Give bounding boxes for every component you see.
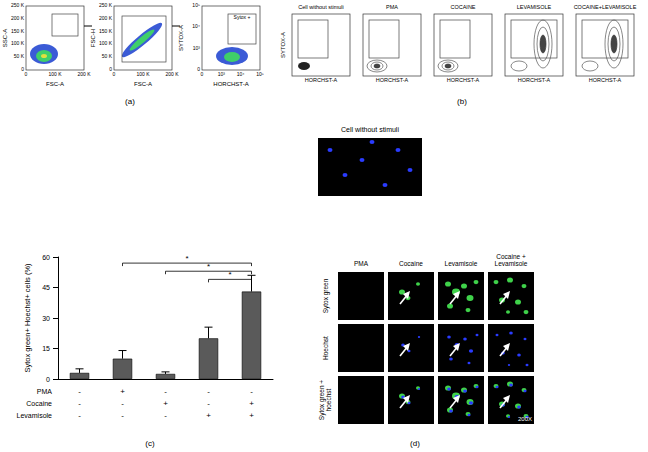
html-text:10⁵: 10⁵ [192,2,200,9]
html-text:Sytox +: Sytox + [233,14,251,21]
svg-text:*: * [207,262,210,271]
html-text:(d): (d) [410,438,420,448]
svg-text:-: - [207,387,210,396]
html-text:SSC-A: SSC-A [1,28,8,48]
svg-text:+: + [120,387,125,396]
svg-text:Levamisole: Levamisole [17,412,53,419]
svg-text:-: - [207,399,210,408]
html-text:Levamisole: Levamisole [444,260,478,268]
svg-text:-: - [121,411,124,420]
html-text:250 K: 250 K [10,2,24,9]
svg-text:+: + [249,411,254,420]
svg-text:Sytox green+ Hoechst+ cells (%: Sytox green+ Hoechst+ cells (%) [23,263,32,373]
html-text:150 K: 150 K [10,28,24,34]
html-text:0: 0 [200,71,204,77]
html-text:Sytox green + hoechst: Sytox green + hoechst [318,379,332,421]
html-text:FSC-A: FSC-A [46,81,64,87]
svg-text:-: - [250,387,253,396]
html-text:0: 0 [197,66,200,73]
html-text:FSC-H: FSC-H [89,28,96,48]
svg-text:+: + [163,399,168,408]
html-text:250 K: 250 K [98,2,112,9]
html-text:200 K: 200 K [10,15,24,22]
html-text:HORCHST-A: HORCHST-A [517,77,551,83]
html-text:50 K: 50 K [101,53,112,60]
html-text:HORCHST-A: HORCHST-A [446,77,480,83]
html-text:(b): (b) [457,96,467,106]
html-text:SYTOX-A: SYTOX-A [279,31,286,59]
html-text:HORCHST-A: HORCHST-A [375,77,409,83]
svg-text:15: 15 [42,345,50,352]
html-text:100 K: 100 K [136,71,150,77]
html-text:10⁵: 10⁵ [256,71,264,77]
svg-text:-: - [164,387,167,396]
html-text:100 K: 100 K [98,40,112,47]
svg-text:Cocaine: Cocaine [26,400,52,407]
html-text:200 K: 200 K [98,15,112,22]
html-text:10³: 10³ [192,45,200,51]
svg-text:-: - [78,399,81,408]
html-text:200 K: 200 K [77,71,91,77]
html-text:FSC-A: FSC-A [134,81,152,87]
html-text:200X: 200X [518,415,532,422]
html-text:50 K: 50 K [13,53,24,60]
html-text:PMA: PMA [354,260,368,268]
html-text:(c): (c) [145,438,155,448]
html-text:100 K: 100 K [10,40,24,47]
html-text:10³: 10³ [217,71,225,77]
svg-text:-: - [121,399,124,408]
html-text:200 K: 200 K [165,71,179,77]
svg-text:45: 45 [42,284,50,291]
html-text:HORCHST-A: HORCHST-A [213,81,249,87]
html-text:SYTOX-A: SYTOX-A [177,24,184,52]
html-text:COCAINE+LEVAMISOLE: COCAINE+LEVAMISOLE [573,4,637,11]
html-text:PMA: PMA [386,4,398,11]
svg-text:+: + [206,411,211,420]
html-text:Cell without stimuli: Cell without stimuli [341,126,399,134]
svg-text:-: - [78,387,81,396]
html-text:HORCHST-A: HORCHST-A [588,77,622,83]
html-text:100 K: 100 K [48,71,62,77]
html-text:0: 0 [21,66,24,73]
html-text:(a): (a) [125,96,135,106]
html-text:COCAINE: COCAINE [450,4,476,11]
html-text:Hoechst: Hoechst [321,336,329,360]
html-text:0: 0 [24,71,28,77]
svg-text:*: * [185,254,188,263]
svg-text:60: 60 [42,254,50,261]
svg-text:30: 30 [42,315,50,322]
svg-text:-: - [78,411,81,420]
html-text:10⁴: 10⁴ [192,23,200,30]
html-text:Cell without stimuli: Cell without stimuli [298,4,344,11]
svg-text:0: 0 [46,376,50,383]
svg-text:+: + [249,399,254,408]
html-text:0: 0 [109,66,112,73]
svg-text:PMA: PMA [37,388,53,395]
html-text:150 K: 150 K [98,28,112,34]
html-text:LEVAMISOLE: LEVAMISOLE [516,4,552,11]
html-text:Sytox green: Sytox green [321,278,329,314]
html-text:Cocaine: Cocaine [399,260,423,268]
svg-text:*: * [228,270,231,279]
html-text:10⁴: 10⁴ [236,71,245,77]
html-text:Cocaine + Levamisole: Cocaine + Levamisole [494,253,528,268]
svg-text:-: - [164,411,167,420]
html-text:HORCHST-A: HORCHST-A [304,77,338,83]
html-text:0: 0 [112,71,116,77]
